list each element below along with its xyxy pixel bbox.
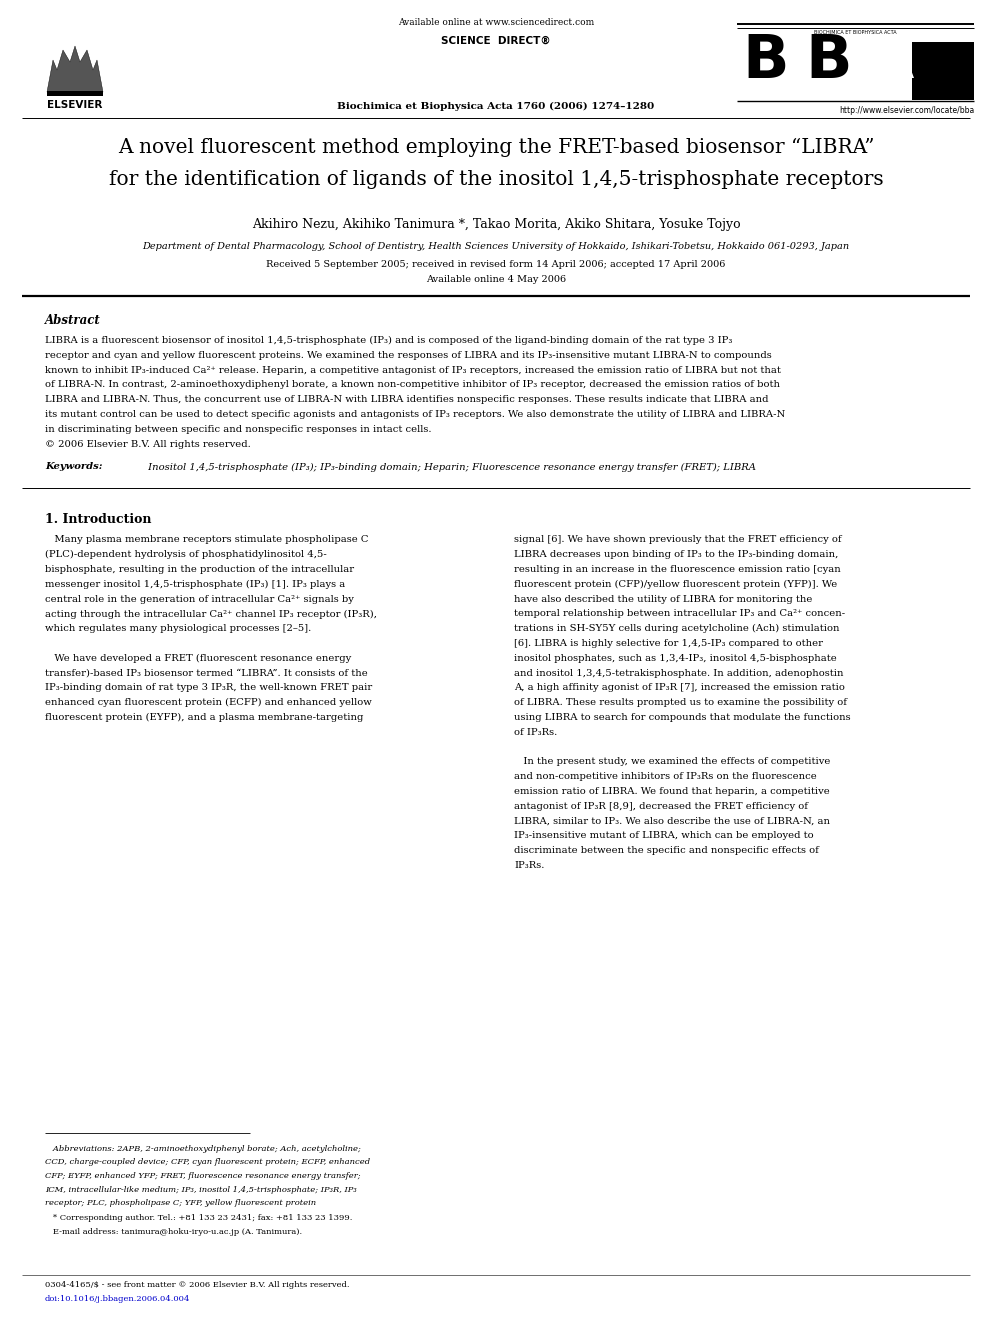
Text: LIBRA is a fluorescent biosensor of inositol 1,4,5-trisphosphate (IP₃) and is co: LIBRA is a fluorescent biosensor of inos… — [45, 336, 732, 345]
Text: of IP₃Rs.: of IP₃Rs. — [514, 728, 558, 737]
Text: (PLC)-dependent hydrolysis of phosphatidylinositol 4,5-: (PLC)-dependent hydrolysis of phosphatid… — [45, 550, 326, 560]
Text: Available online 4 May 2006: Available online 4 May 2006 — [426, 275, 566, 284]
Text: Akihiro Nezu, Akihiko Tanimura *, Takao Morita, Akiko Shitara, Yosuke Tojyo: Akihiro Nezu, Akihiko Tanimura *, Takao … — [252, 218, 740, 232]
Text: using LIBRA to search for compounds that modulate the functions: using LIBRA to search for compounds that… — [514, 713, 850, 722]
Text: © 2006 Elsevier B.V. All rights reserved.: © 2006 Elsevier B.V. All rights reserved… — [45, 439, 251, 448]
Text: BIOCHIMICA ET BIOPHYSICA ACTA: BIOCHIMICA ET BIOPHYSICA ACTA — [814, 30, 897, 34]
Text: and inositol 1,3,4,5-tetrakisphosphate. In addition, adenophostin: and inositol 1,3,4,5-tetrakisphosphate. … — [514, 668, 843, 677]
Text: 1. Introduction: 1. Introduction — [45, 513, 152, 527]
Text: * Corresponding author. Tel.: +81 133 23 2431; fax: +81 133 23 1399.: * Corresponding author. Tel.: +81 133 23… — [45, 1215, 352, 1222]
Text: which regulates many physiological processes [2–5].: which regulates many physiological proce… — [45, 624, 311, 634]
Text: enhanced cyan fluorescent protein (ECFP) and enhanced yellow: enhanced cyan fluorescent protein (ECFP)… — [45, 699, 372, 708]
Text: Abbreviations: 2APB, 2-aminoethoxydiphenyl borate; Ach, acetylcholine;: Abbreviations: 2APB, 2-aminoethoxydiphen… — [45, 1144, 361, 1154]
Text: IP₃Rs.: IP₃Rs. — [514, 861, 545, 871]
Text: Keywords:: Keywords: — [45, 463, 102, 471]
Text: Department of Dental Pharmacology, School of Dentistry, Health Sciences Universi: Department of Dental Pharmacology, Schoo… — [143, 242, 849, 251]
Bar — [47, 91, 103, 97]
Text: in discriminating between specific and nonspecific responses in intact cells.: in discriminating between specific and n… — [45, 425, 432, 434]
Text: known to inhibit IP₃-induced Ca²⁺ release. Heparin, a competitive antagonist of : known to inhibit IP₃-induced Ca²⁺ releas… — [45, 365, 781, 374]
Text: LIBRA and LIBRA-N. Thus, the concurrent use of LIBRA-N with LIBRA identifies non: LIBRA and LIBRA-N. Thus, the concurrent … — [45, 396, 769, 405]
Text: Biochimica et Biophysica Acta 1760 (2006) 1274–1280: Biochimica et Biophysica Acta 1760 (2006… — [337, 102, 655, 111]
Text: resulting in an increase in the fluorescence emission ratio [cyan: resulting in an increase in the fluoresc… — [514, 565, 841, 574]
Text: LIBRA decreases upon binding of IP₃ to the IP₃-binding domain,: LIBRA decreases upon binding of IP₃ to t… — [514, 550, 838, 560]
Text: for the identification of ligands of the inositol 1,4,5-trisphosphate receptors: for the identification of ligands of the… — [109, 169, 883, 189]
Text: bisphosphate, resulting in the production of the intracellular: bisphosphate, resulting in the productio… — [45, 565, 354, 574]
Text: fluorescent protein (EYFP), and a plasma membrane-targeting: fluorescent protein (EYFP), and a plasma… — [45, 713, 363, 722]
Text: its mutant control can be used to detect specific agonists and antagonists of IP: its mutant control can be used to detect… — [45, 410, 786, 419]
Text: A: A — [867, 32, 915, 91]
Text: LIBRA, similar to IP₃. We also describe the use of LIBRA-N, an: LIBRA, similar to IP₃. We also describe … — [514, 816, 830, 826]
Text: A, a high affinity agonist of IP₃R [7], increased the emission ratio: A, a high affinity agonist of IP₃R [7], … — [514, 684, 845, 692]
Text: acting through the intracellular Ca²⁺ channel IP₃ receptor (IP₃R),: acting through the intracellular Ca²⁺ ch… — [45, 610, 377, 619]
Text: of LIBRA-N. In contrast, 2-aminoethoxydiphenyl borate, a known non-competitive i: of LIBRA-N. In contrast, 2-aminoethoxydi… — [45, 381, 780, 389]
Text: E-mail address: tanimura@hoku-iryo-u.ac.jp (A. Tanimura).: E-mail address: tanimura@hoku-iryo-u.ac.… — [45, 1228, 303, 1236]
Text: inositol phosphates, such as 1,3,4-IP₃, inositol 4,5-bisphosphate: inositol phosphates, such as 1,3,4-IP₃, … — [514, 654, 836, 663]
Text: CCD, charge-coupled device; CFP, cyan fluorescent protein; ECFP, enhanced: CCD, charge-coupled device; CFP, cyan fl… — [45, 1159, 370, 1167]
Text: Many plasma membrane receptors stimulate phospholipase C: Many plasma membrane receptors stimulate… — [45, 536, 368, 544]
Text: A novel fluorescent method employing the FRET-based biosensor “LIBRA”: A novel fluorescent method employing the… — [118, 138, 874, 157]
Text: receptor and cyan and yellow fluorescent proteins. We examined the responses of : receptor and cyan and yellow fluorescent… — [45, 351, 772, 360]
Text: of LIBRA. These results prompted us to examine the possibility of: of LIBRA. These results prompted us to e… — [514, 699, 847, 708]
Text: IP₃-insensitive mutant of LIBRA, which can be employed to: IP₃-insensitive mutant of LIBRA, which c… — [514, 831, 813, 840]
Text: SCIENCE  DIRECT®: SCIENCE DIRECT® — [441, 36, 551, 46]
Text: Received 5 September 2005; received in revised form 14 April 2006; accepted 17 A: Received 5 September 2005; received in r… — [266, 261, 726, 269]
Text: antagonist of IP₃R [8,9], decreased the FRET efficiency of: antagonist of IP₃R [8,9], decreased the … — [514, 802, 808, 811]
Text: discriminate between the specific and nonspecific effects of: discriminate between the specific and no… — [514, 847, 818, 855]
Text: ELSEVIER: ELSEVIER — [48, 101, 103, 110]
Text: receptor; PLC, phospholipase C; YFP, yellow fluorescent protein: receptor; PLC, phospholipase C; YFP, yel… — [45, 1199, 316, 1207]
Text: We have developed a FRET (fluorescent resonance energy: We have developed a FRET (fluorescent re… — [45, 654, 351, 663]
Text: have also described the utility of LIBRA for monitoring the: have also described the utility of LIBRA… — [514, 594, 812, 603]
Text: http://www.elsevier.com/locate/bba: http://www.elsevier.com/locate/bba — [839, 106, 974, 115]
Text: Available online at www.sciencedirect.com: Available online at www.sciencedirect.co… — [398, 19, 594, 26]
Text: central role in the generation of intracellular Ca²⁺ signals by: central role in the generation of intrac… — [45, 594, 354, 603]
Text: transfer)-based IP₃ biosensor termed “LIBRA”. It consists of the: transfer)-based IP₃ biosensor termed “LI… — [45, 668, 368, 677]
Text: Inositol 1,4,5-trisphosphate (IP₃); IP₃-binding domain; Heparin; Fluorescence re: Inositol 1,4,5-trisphosphate (IP₃); IP₃-… — [145, 463, 756, 471]
Text: 0304-4165/$ - see front matter © 2006 Elsevier B.V. All rights reserved.: 0304-4165/$ - see front matter © 2006 El… — [45, 1281, 349, 1289]
Text: IP₃-binding domain of rat type 3 IP₃R, the well-known FRET pair: IP₃-binding domain of rat type 3 IP₃R, t… — [45, 684, 372, 692]
Text: CFP; EYFP, enhanced YFP; FRET, fluorescence resonance energy transfer;: CFP; EYFP, enhanced YFP; FRET, fluoresce… — [45, 1172, 361, 1180]
Text: signal [6]. We have shown previously that the FRET efficiency of: signal [6]. We have shown previously tha… — [514, 536, 841, 544]
Polygon shape — [47, 46, 103, 93]
Text: doi:10.1016/j.bbagen.2006.04.004: doi:10.1016/j.bbagen.2006.04.004 — [45, 1295, 190, 1303]
Text: Abstract: Abstract — [45, 314, 101, 327]
Text: trations in SH-SY5Y cells during acetylcholine (Ach) stimulation: trations in SH-SY5Y cells during acetylc… — [514, 624, 839, 634]
Text: In the present study, we examined the effects of competitive: In the present study, we examined the ef… — [514, 757, 830, 766]
Text: temporal relationship between intracellular IP₃ and Ca²⁺ concen-: temporal relationship between intracellu… — [514, 610, 845, 618]
Text: fluorescent protein (CFP)/yellow fluorescent protein (YFP)]. We: fluorescent protein (CFP)/yellow fluores… — [514, 579, 837, 589]
Text: emission ratio of LIBRA. We found that heparin, a competitive: emission ratio of LIBRA. We found that h… — [514, 787, 829, 796]
Text: and non-competitive inhibitors of IP₃Rs on the fluorescence: and non-competitive inhibitors of IP₃Rs … — [514, 773, 816, 781]
Text: messenger inositol 1,4,5-trisphosphate (IP₃) [1]. IP₃ plays a: messenger inositol 1,4,5-trisphosphate (… — [45, 579, 345, 589]
Bar — [912, 42, 974, 101]
Text: [6]. LIBRA is highly selective for 1,4,5-IP₃ compared to other: [6]. LIBRA is highly selective for 1,4,5… — [514, 639, 823, 648]
Text: B: B — [742, 32, 789, 91]
Text: B: B — [805, 32, 851, 91]
Text: ICM, intracellular-like medium; IP₃, inositol 1,4,5-trisphosphate; IP₃R, IP₃: ICM, intracellular-like medium; IP₃, ino… — [45, 1185, 357, 1193]
